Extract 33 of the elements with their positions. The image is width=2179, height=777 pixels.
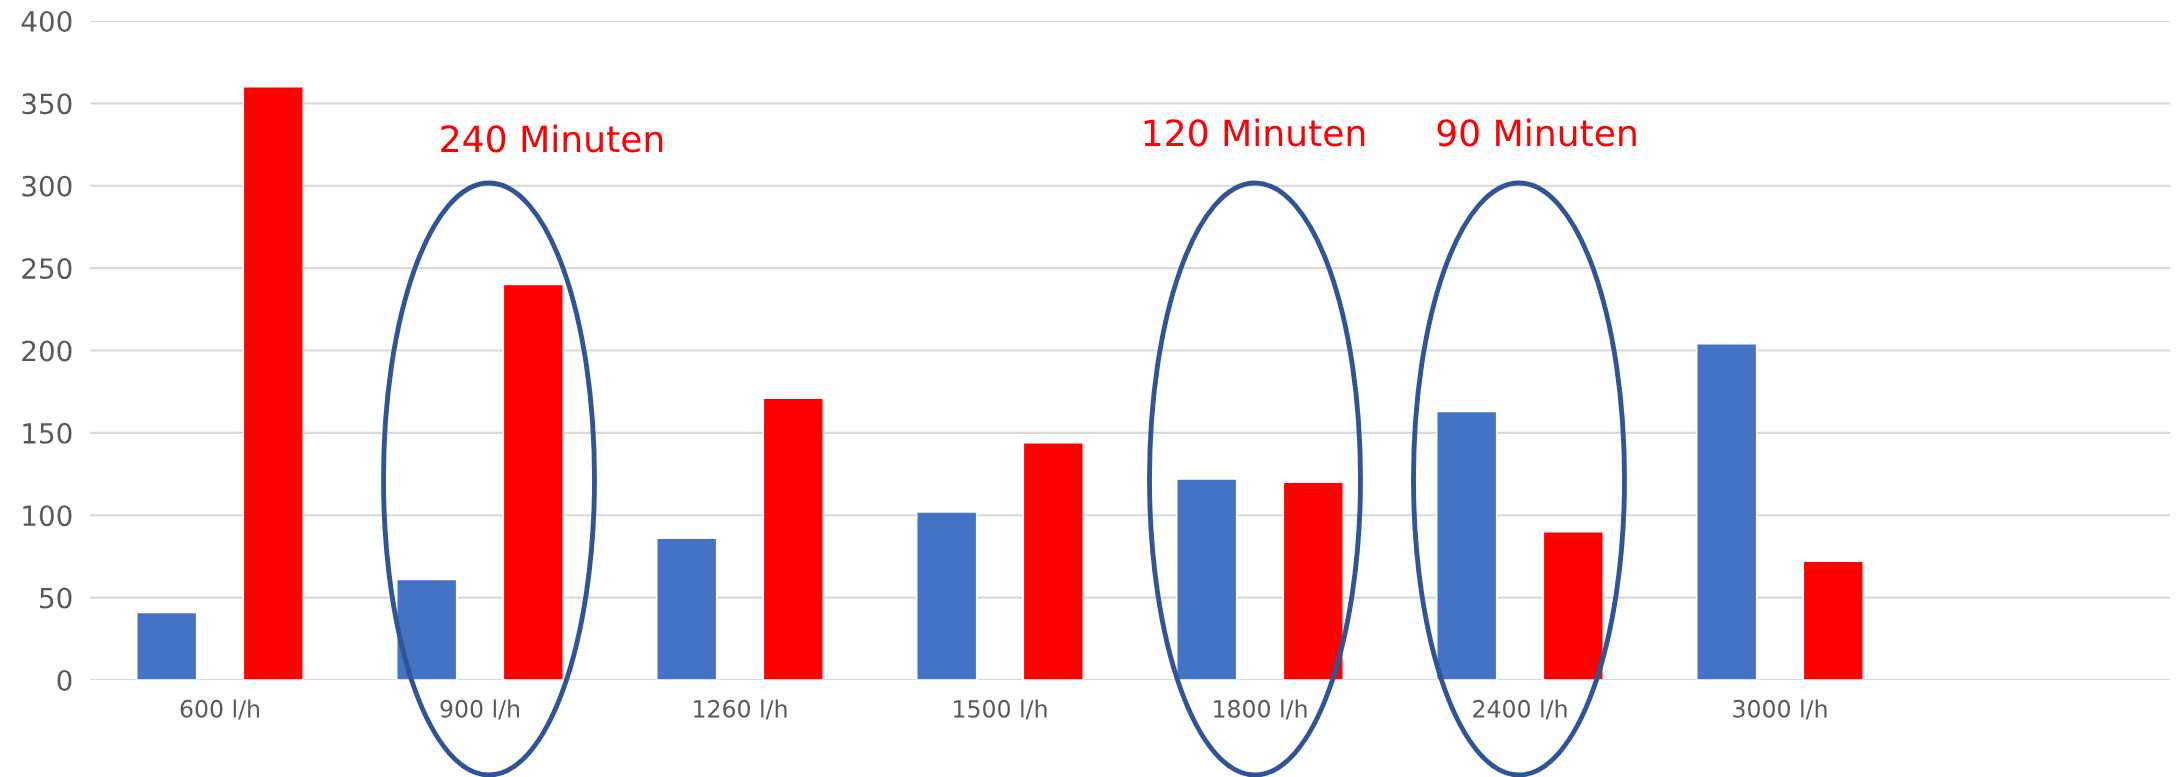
bar (502, 283, 564, 680)
y-tick-label: 200 (22, 340, 72, 362)
bar (1022, 442, 1084, 680)
bar (656, 537, 718, 680)
x-tick-label: 3000 l/h (1733, 699, 1827, 720)
annotation: 90 Minuten (1437, 118, 1636, 147)
bar (762, 397, 824, 680)
bar (242, 86, 304, 680)
annotation: 240 Minuten (441, 124, 663, 153)
x-tick-label: 600 l/h (180, 699, 260, 720)
bar (1802, 560, 1864, 680)
x-tick-label: 900 l/h (440, 699, 520, 720)
y-tick-label: 400 (21, 10, 72, 32)
bar (1436, 410, 1498, 680)
y-tick-label: 50 (40, 587, 72, 609)
x-tick-label: 1800 l/h (1214, 699, 1307, 720)
x-tick-label: 1500 l/h (954, 699, 1047, 720)
y-tick-label: 0 (57, 669, 72, 691)
bar (136, 611, 198, 680)
bar (1696, 343, 1758, 680)
x-tick-label: 1260 l/h (694, 699, 787, 720)
y-tick-label: 100 (23, 505, 72, 527)
y-tick-label: 250 (22, 258, 72, 280)
bar (1542, 531, 1604, 680)
y-tick-label: 350 (22, 93, 72, 115)
bar (396, 578, 458, 680)
bar (916, 511, 978, 680)
x-tick-label: 2400 l/h (1473, 699, 1567, 720)
y-tick-label: 150 (23, 422, 72, 444)
annotation: 120 Minuten (1144, 118, 1365, 147)
bar (1176, 478, 1238, 680)
bar (1282, 481, 1344, 680)
y-tick-label: 300 (22, 175, 72, 197)
